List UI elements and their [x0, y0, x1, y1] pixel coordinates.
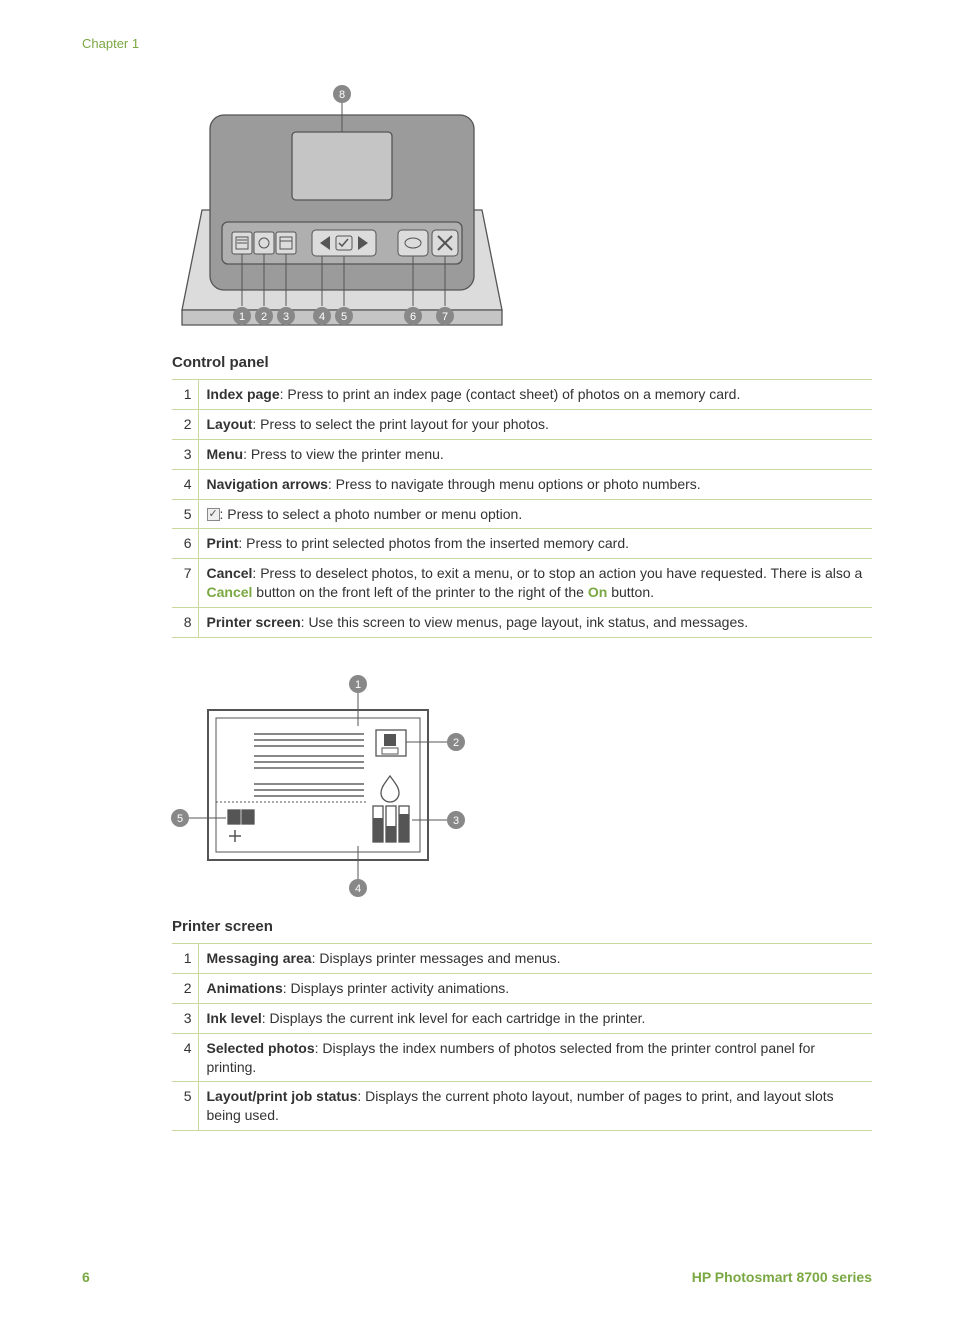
screen-callout-5: 5	[177, 813, 183, 825]
table-row: 4 Navigation arrows: Press to navigate t…	[172, 469, 872, 499]
desc-text: : Displays printer activity animations.	[283, 980, 509, 996]
desc-text: : Press to select the print layout for y…	[252, 416, 548, 432]
content-area: 1 2 3 4 5 6 7 8 Control panel 1 Index pa…	[172, 80, 872, 1163]
table-row: 3 Ink level: Displays the current ink le…	[172, 1003, 872, 1033]
row-number: 5	[172, 499, 198, 529]
callout-4: 4	[319, 311, 325, 323]
desc-text: : Press to navigate through menu options…	[328, 476, 701, 492]
row-number: 6	[172, 529, 198, 559]
row-number: 7	[172, 559, 198, 608]
term: Navigation arrows	[207, 476, 328, 492]
table-row: 7 Cancel: Press to deselect photos, to e…	[172, 559, 872, 608]
screen-callout-2: 2	[453, 737, 459, 749]
table-row: 2 Layout: Press to select the print layo…	[172, 409, 872, 439]
desc-text: button on the front left of the printer …	[252, 584, 587, 600]
desc-text: : Press to view the printer menu.	[243, 446, 444, 462]
row-number: 1	[172, 380, 198, 410]
page-number: 6	[82, 1269, 90, 1285]
term: Print	[207, 535, 239, 551]
row-desc: Print: Press to print selected photos fr…	[198, 529, 872, 559]
row-desc: Menu: Press to view the printer menu.	[198, 439, 872, 469]
row-desc: Navigation arrows: Press to navigate thr…	[198, 469, 872, 499]
table-row: 5 : Press to select a photo number or me…	[172, 499, 872, 529]
screen-callout-4: 4	[355, 883, 361, 895]
term: Selected photos	[207, 1040, 315, 1056]
term: Animations	[207, 980, 283, 996]
table-row: 2 Animations: Displays printer activity …	[172, 973, 872, 1003]
desc-text: : Displays the current ink level for eac…	[262, 1010, 646, 1026]
table-row: 5 Layout/print job status: Displays the …	[172, 1082, 872, 1131]
row-number: 2	[172, 973, 198, 1003]
printer-screen-diagram: 1 2 3 4 5	[168, 670, 872, 900]
row-number: 2	[172, 409, 198, 439]
row-number: 5	[172, 1082, 198, 1131]
term: Layout/print job status	[207, 1088, 358, 1104]
row-desc: Messaging area: Displays printer message…	[198, 944, 872, 974]
row-desc: Layout/print job status: Displays the cu…	[198, 1082, 872, 1131]
callout-6: 6	[410, 311, 416, 323]
printer-screen-table: 1 Messaging area: Displays printer messa…	[172, 943, 872, 1131]
footer-title: HP Photosmart 8700 series	[692, 1269, 872, 1285]
row-number: 3	[172, 439, 198, 469]
callout-1: 1	[239, 311, 245, 323]
on-link[interactable]: On	[588, 584, 607, 600]
term: Layout	[207, 416, 253, 432]
control-panel-heading: Control panel	[172, 354, 872, 371]
row-desc: Layout: Press to select the print layout…	[198, 409, 872, 439]
table-row: 8 Printer screen: Use this screen to vie…	[172, 608, 872, 638]
desc-text: button.	[607, 584, 654, 600]
screen-callout-3: 3	[453, 815, 459, 827]
desc-text: : Displays printer messages and menus.	[312, 950, 561, 966]
desc-text: : Press to select a photo number or menu…	[220, 506, 523, 522]
row-number: 4	[172, 469, 198, 499]
term: Printer screen	[207, 614, 301, 630]
table-row: 1 Messaging area: Displays printer messa…	[172, 944, 872, 974]
row-number: 1	[172, 944, 198, 974]
row-desc: Ink level: Displays the current ink leve…	[198, 1003, 872, 1033]
desc-text: : Use this screen to view menus, page la…	[301, 614, 748, 630]
row-desc: Cancel: Press to deselect photos, to exi…	[198, 559, 872, 608]
check-icon	[207, 508, 220, 521]
row-number: 4	[172, 1033, 198, 1082]
table-row: 1 Index page: Press to print an index pa…	[172, 380, 872, 410]
table-row: 6 Print: Press to print selected photos …	[172, 529, 872, 559]
callout-5: 5	[341, 311, 347, 323]
term: Messaging area	[207, 950, 312, 966]
table-row: 3 Menu: Press to view the printer menu.	[172, 439, 872, 469]
term: Menu	[207, 446, 244, 462]
row-desc: Animations: Displays printer activity an…	[198, 973, 872, 1003]
control-panel-diagram: 1 2 3 4 5 6 7 8	[172, 80, 872, 336]
callout-7: 7	[442, 311, 448, 323]
table-row: 4 Selected photos: Displays the index nu…	[172, 1033, 872, 1082]
cancel-link[interactable]: Cancel	[207, 584, 253, 600]
desc-text: : Press to deselect photos, to exit a me…	[252, 565, 862, 581]
row-desc: : Press to select a photo number or menu…	[198, 499, 872, 529]
desc-text: : Press to print an index page (contact …	[280, 386, 741, 402]
desc-text: : Press to print selected photos from th…	[238, 535, 629, 551]
chapter-heading: Chapter 1	[82, 36, 139, 51]
term: Index page	[207, 386, 280, 402]
printer-screen-heading: Printer screen	[172, 918, 872, 935]
row-number: 3	[172, 1003, 198, 1033]
row-number: 8	[172, 608, 198, 638]
term: Cancel	[207, 565, 253, 581]
screen-callout-1: 1	[355, 679, 361, 691]
term: Ink level	[207, 1010, 262, 1026]
row-desc: Printer screen: Use this screen to view …	[198, 608, 872, 638]
row-desc: Index page: Press to print an index page…	[198, 380, 872, 410]
callout-2: 2	[261, 311, 267, 323]
callout-8: 8	[339, 89, 345, 101]
control-panel-table: 1 Index page: Press to print an index pa…	[172, 379, 872, 638]
row-desc: Selected photos: Displays the index numb…	[198, 1033, 872, 1082]
callout-3: 3	[283, 311, 289, 323]
